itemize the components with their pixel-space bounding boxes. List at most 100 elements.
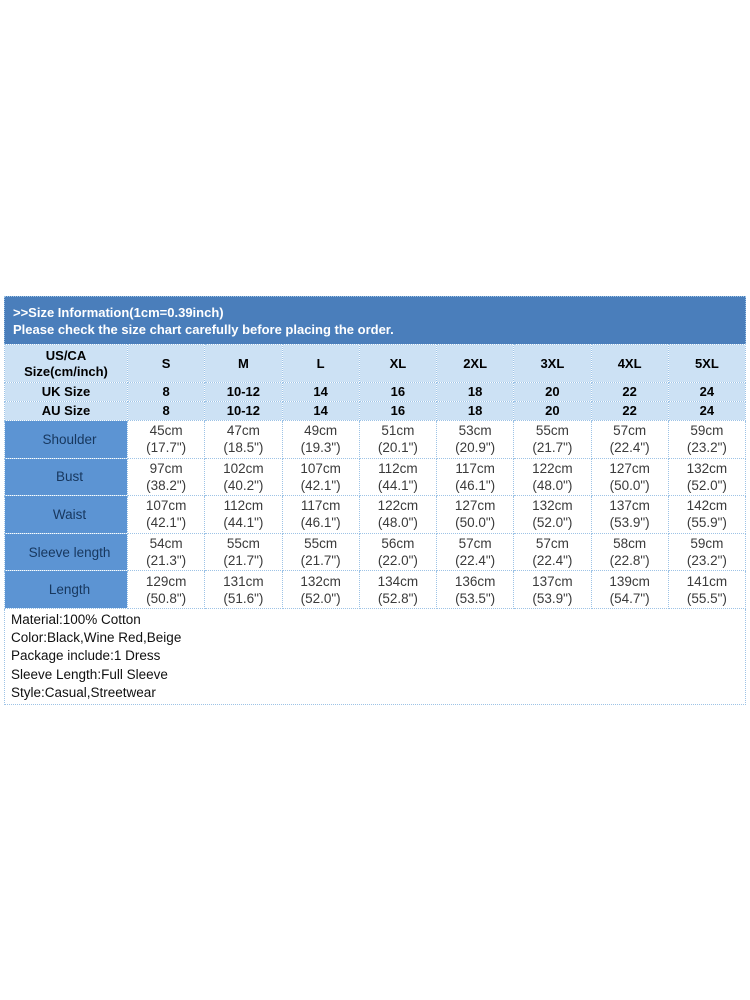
measurement-value: 55cm (21.7") [204,532,283,572]
measurement-value: 141cm (55.5") [667,570,747,609]
measurement-cm: 51cm [381,423,415,439]
region-size-value: 20 [513,382,592,402]
measurement-inch: (20.9") [455,440,496,456]
measurement-cm: 132cm [686,460,728,476]
size-column-header: XL [358,344,438,383]
measurement-value: 58cm (22.8") [590,532,669,572]
measurement-inch: (40.2") [223,477,264,493]
corner-cell: US/CA Size(cm/inch) [4,344,128,383]
size-chart: >>Size Information(1cm=0.39inch) Please … [4,296,747,705]
product-detail-line: Material:100% Cotton [11,611,141,627]
product-detail-line: Color:Black,Wine Red,Beige [11,630,182,646]
measurement-cm: 137cm [609,498,650,514]
measurement-value: 134cm (52.8") [358,570,438,609]
product-detail-line: Style:Casual,Streetwear [11,684,156,700]
measurement-value: 112cm (44.1") [358,457,438,497]
measurement-value: 117cm (46.1") [281,495,360,534]
region-size-value: 16 [358,382,438,402]
measurement-inch: (42.1") [146,515,187,531]
region-size-value: 10-12 [204,382,283,402]
measurement-cm: 97cm [149,460,183,476]
measurement-cm: 141cm [686,573,728,589]
measurement-inch: (50.8") [146,590,187,606]
region-size-label: UK Size [4,382,128,402]
measurement-inch: (21.7") [532,440,573,456]
region-size-row: AU Size 8 10-12 14 16 18 20 22 24 [4,401,747,421]
measurement-value: 127cm (50.0") [435,495,515,534]
measurement-cm: 129cm [145,573,187,589]
measurement-value: 54cm (21.3") [126,532,206,572]
measurement-cm: 57cm [535,536,569,552]
measurement-value: 57cm (22.4") [513,532,592,572]
measurement-label: Length [4,570,128,609]
product-detail-line: Package include:1 Dress [11,648,161,664]
measurement-value: 107cm (42.1") [281,457,360,497]
measurement-cm: 59cm [690,536,724,552]
measurement-cm: 58cm [613,536,647,552]
measurement-inch: (44.1") [377,477,418,493]
measurement-value: 51cm (20.1") [358,420,438,459]
banner-subtitle: Please check the size chart carefully be… [13,322,394,337]
measurement-value: 49cm (19.3") [281,420,360,459]
measurement-cm: 102cm [223,460,264,476]
region-size-value: 8 [126,382,206,402]
measurement-inch: (38.2") [146,477,187,493]
measurement-label: Bust [4,457,128,497]
measurement-label: Sleeve length [4,532,128,572]
measurement-cm: 45cm [149,423,183,439]
measurement-value: 136cm (53.5") [435,570,515,609]
region-size-value: 14 [281,401,360,421]
region-size-value: 24 [667,401,747,421]
measurement-value: 132cm (52.0") [667,457,747,497]
measurement-inch: (55.9") [686,515,727,531]
size-column-header: 4XL [590,344,669,383]
size-column-header: L [281,344,360,383]
measurement-cm: 54cm [149,536,183,552]
measurement-label: Shoulder [4,420,128,459]
measurement-cm: 55cm [226,536,260,552]
measurement-inch: (52.0") [532,515,573,531]
measurement-cm: 112cm [223,498,264,514]
measurement-cm: 57cm [458,536,492,552]
measurement-value: 137cm (53.9") [590,495,669,534]
region-size-value: 10-12 [204,401,283,421]
measurement-value: 97cm (38.2") [126,457,206,497]
measurement-cm: 49cm [304,423,338,439]
measurement-value: 127cm (50.0") [590,457,669,497]
size-column-header: S [126,344,206,383]
region-size-value: 14 [281,382,360,402]
measurement-value: 107cm (42.1") [126,495,206,534]
measurement-cm: 112cm [378,460,418,476]
measurement-value: 56cm (22.0") [358,532,438,572]
region-size-row: UK Size 8 10-12 14 16 18 20 22 24 [4,382,747,402]
measurement-inch: (22.0") [377,553,418,569]
measurement-value: 57cm (22.4") [590,420,669,459]
measurement-value: 59cm (23.2") [667,420,747,459]
measurement-cm: 47cm [226,423,260,439]
measurement-row: Waist 107cm (42.1") 112cm (44.1") 117cm (46.1"… [4,495,747,534]
measurement-inch: (46.1") [455,477,496,493]
measurement-cm: 127cm [609,460,650,476]
measurement-cm: 117cm [300,498,341,514]
measurement-value: 59cm (23.2") [667,532,747,572]
region-size-label: AU Size [4,401,128,421]
measurement-cm: 55cm [304,536,338,552]
region-size-value: 22 [590,401,669,421]
measurement-inch: (21.7") [300,553,341,569]
measurement-row: Bust 97cm (38.2") 102cm (40.2") 107cm (42.1") 1… [4,457,747,497]
product-detail-line: Sleeve Length:Full Sleeve [11,666,168,682]
size-table: US/CA Size(cm/inch) S M L XL 2XL 3XL 4XL 5XL UK S… [4,344,747,609]
measurement-value: 55cm (21.7") [281,532,360,572]
measurement-cm: 136cm [454,573,496,589]
measurement-cm: 59cm [690,423,724,439]
measurement-value: 122cm (48.0") [513,457,592,497]
measurement-cm: 122cm [377,498,419,514]
measurement-inch: (48.0") [532,477,573,493]
measurement-cm: 127cm [454,498,496,514]
measurement-value: 122cm (48.0") [358,495,438,534]
measurement-row: Length 129cm (50.8") 131cm (51.6") 132cm (52.0… [4,570,747,609]
measurement-cm: 132cm [532,498,573,514]
measurement-cm: 142cm [686,498,728,514]
measurement-inch: (51.6") [223,590,264,606]
region-size-value: 24 [667,382,747,402]
